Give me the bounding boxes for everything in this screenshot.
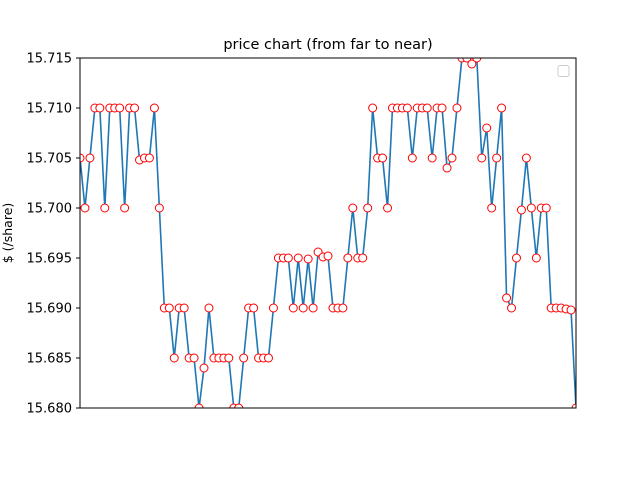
data-point bbox=[130, 103, 140, 113]
data-point bbox=[164, 303, 174, 313]
data-point bbox=[521, 153, 531, 163]
data-point bbox=[492, 153, 502, 163]
y-tick-label: 15.690 bbox=[27, 302, 73, 317]
data-point bbox=[526, 203, 536, 213]
data-point bbox=[224, 353, 234, 363]
data-point bbox=[80, 203, 90, 213]
data-point bbox=[442, 163, 452, 173]
data-point bbox=[249, 303, 259, 313]
data-point bbox=[100, 203, 110, 213]
data-point bbox=[511, 253, 521, 263]
data-point bbox=[189, 353, 199, 363]
data-point bbox=[467, 59, 477, 69]
data-point bbox=[378, 153, 388, 163]
data-point bbox=[402, 103, 412, 113]
data-point bbox=[263, 353, 273, 363]
y-tick-label: 15.710 bbox=[27, 102, 73, 117]
chart-title: price chart (from far to near) bbox=[223, 37, 432, 53]
data-point bbox=[427, 153, 437, 163]
data-point bbox=[115, 103, 125, 113]
data-point bbox=[298, 303, 308, 313]
data-point bbox=[293, 253, 303, 263]
legend-box bbox=[557, 65, 570, 77]
data-point bbox=[169, 353, 179, 363]
data-point bbox=[199, 363, 209, 373]
data-point bbox=[204, 303, 214, 313]
data-point bbox=[144, 153, 154, 163]
data-point bbox=[303, 254, 313, 264]
y-tick-label: 15.705 bbox=[27, 152, 73, 167]
data-point bbox=[85, 153, 95, 163]
data-point bbox=[343, 253, 353, 263]
data-point bbox=[407, 153, 417, 163]
data-point bbox=[179, 303, 189, 313]
data-point bbox=[541, 203, 551, 213]
data-point bbox=[363, 203, 373, 213]
data-point bbox=[154, 203, 164, 213]
data-point bbox=[288, 303, 298, 313]
data-point bbox=[95, 103, 105, 113]
data-point bbox=[120, 203, 130, 213]
data-point bbox=[80, 153, 85, 163]
data-point bbox=[487, 203, 497, 213]
data-point bbox=[358, 253, 368, 263]
data-point bbox=[566, 305, 576, 315]
data-point bbox=[234, 403, 244, 408]
data-point bbox=[447, 153, 457, 163]
data-point bbox=[477, 153, 487, 163]
data-point bbox=[502, 293, 512, 303]
data-point bbox=[194, 403, 204, 408]
data-point bbox=[348, 203, 358, 213]
data-point bbox=[516, 205, 526, 215]
data-point bbox=[497, 103, 507, 113]
data-point bbox=[149, 103, 159, 113]
data-point bbox=[472, 58, 482, 63]
data-point bbox=[323, 251, 333, 261]
data-point bbox=[422, 103, 432, 113]
data-point bbox=[531, 253, 541, 263]
data-point bbox=[239, 353, 249, 363]
marker-layer bbox=[80, 58, 576, 408]
y-axis-label: $ (/share) bbox=[0, 203, 15, 264]
plot-area bbox=[80, 58, 576, 408]
y-tick-label: 15.680 bbox=[27, 402, 73, 417]
data-point bbox=[571, 403, 576, 408]
data-point bbox=[507, 303, 517, 313]
y-axis: 15.680 15.685 15.690 15.695 15.700 15.705 15.7… bbox=[27, 52, 80, 417]
y-tick-label: 15.715 bbox=[27, 52, 73, 67]
data-point bbox=[383, 203, 393, 213]
y-tick-label: 15.695 bbox=[27, 252, 73, 267]
data-point bbox=[437, 103, 447, 113]
data-point bbox=[482, 123, 492, 133]
data-point bbox=[268, 303, 278, 313]
data-point bbox=[452, 103, 462, 113]
data-point bbox=[283, 253, 293, 263]
data-point bbox=[338, 303, 348, 313]
data-point bbox=[308, 303, 318, 313]
y-tick-label: 15.700 bbox=[27, 202, 73, 217]
plot-frame bbox=[79, 57, 577, 409]
data-point bbox=[368, 103, 378, 113]
y-tick-label: 15.685 bbox=[27, 352, 73, 367]
